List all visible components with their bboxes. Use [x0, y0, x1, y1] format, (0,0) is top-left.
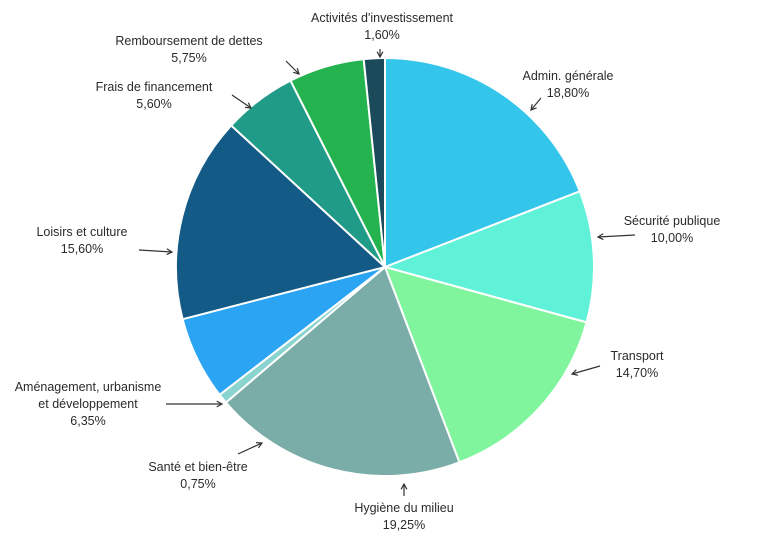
slice-value-label: 0,75% [180, 477, 215, 491]
pie-slice [175, 124, 388, 321]
label-arrow [285, 60, 300, 75]
pie-slice [384, 56, 582, 269]
pie-slices [175, 56, 596, 477]
label-arrow [237, 442, 263, 455]
arrow-head [293, 68, 300, 75]
label-arrow [138, 249, 173, 253]
arrow-head [244, 102, 253, 109]
arrow-head [570, 369, 579, 376]
arrow-head [376, 51, 384, 59]
slice-name-label: et développement [38, 397, 138, 411]
slice-label: Admin. générale 18,80% [522, 69, 613, 100]
arrow-head [596, 233, 604, 241]
label-arrow [597, 234, 636, 238]
pie-slice [362, 56, 386, 268]
label-arrow [530, 97, 542, 111]
slice-name-label: Transport [610, 349, 664, 363]
slice-value-label: 6,35% [70, 414, 105, 428]
slice-value-label: 5,60% [136, 97, 171, 111]
slice-value-label: 15,60% [61, 242, 103, 256]
arrow-head [530, 103, 537, 111]
slice-name-label: Activités d'investissement [311, 11, 454, 25]
slice-name-label: Aménagement, urbanisme [15, 380, 162, 394]
slice-label: Aménagement, urbanisme et développement 6,… [15, 380, 162, 428]
slice-name-label: Loisirs et culture [36, 225, 127, 239]
slice-name-label: Sécurité publique [624, 214, 721, 228]
slice-label: Transport 14,70% [610, 349, 664, 380]
slice-labels: Admin. générale 18,80% Sécurité publique 10… [15, 11, 721, 532]
slice-label: Santé et bien-être 0,75% [148, 460, 247, 491]
slice-label: Loisirs et culture 15,60% [36, 225, 127, 256]
arrow-head [216, 400, 224, 408]
slice-label: Sécurité publique 10,00% [624, 214, 721, 245]
label-arrows [138, 49, 636, 496]
pie-slice [224, 265, 461, 477]
slice-name-label: Frais de financement [96, 80, 213, 94]
slice-label: Remboursement de dettes 5,75% [115, 34, 262, 65]
slice-label: Hygiène du milieu 19,25% [354, 501, 453, 532]
slice-value-label: 10,00% [651, 231, 693, 245]
slice-value-label: 19,25% [383, 518, 425, 532]
label-arrow [571, 365, 601, 375]
slice-value-label: 1,60% [364, 28, 399, 42]
pie-slice [383, 265, 588, 464]
slice-label: Activités d'investissement 1,60% [311, 11, 454, 42]
label-arrow [231, 94, 252, 109]
slice-value-label: 5,75% [171, 51, 206, 65]
slice-name-label: Hygiène du milieu [354, 501, 453, 515]
slice-value-label: 14,70% [616, 366, 658, 380]
arrow-head [400, 482, 408, 490]
pie-slice [381, 190, 596, 324]
arrow-head [255, 442, 264, 449]
arrow-head [166, 248, 174, 256]
slice-name-label: Santé et bien-être [148, 460, 247, 474]
slice-name-label: Remboursement de dettes [115, 34, 262, 48]
slice-label: Frais de financement 5,60% [96, 80, 213, 111]
slice-name-label: Admin. générale [522, 69, 613, 83]
slice-value-label: 18,80% [547, 86, 589, 100]
